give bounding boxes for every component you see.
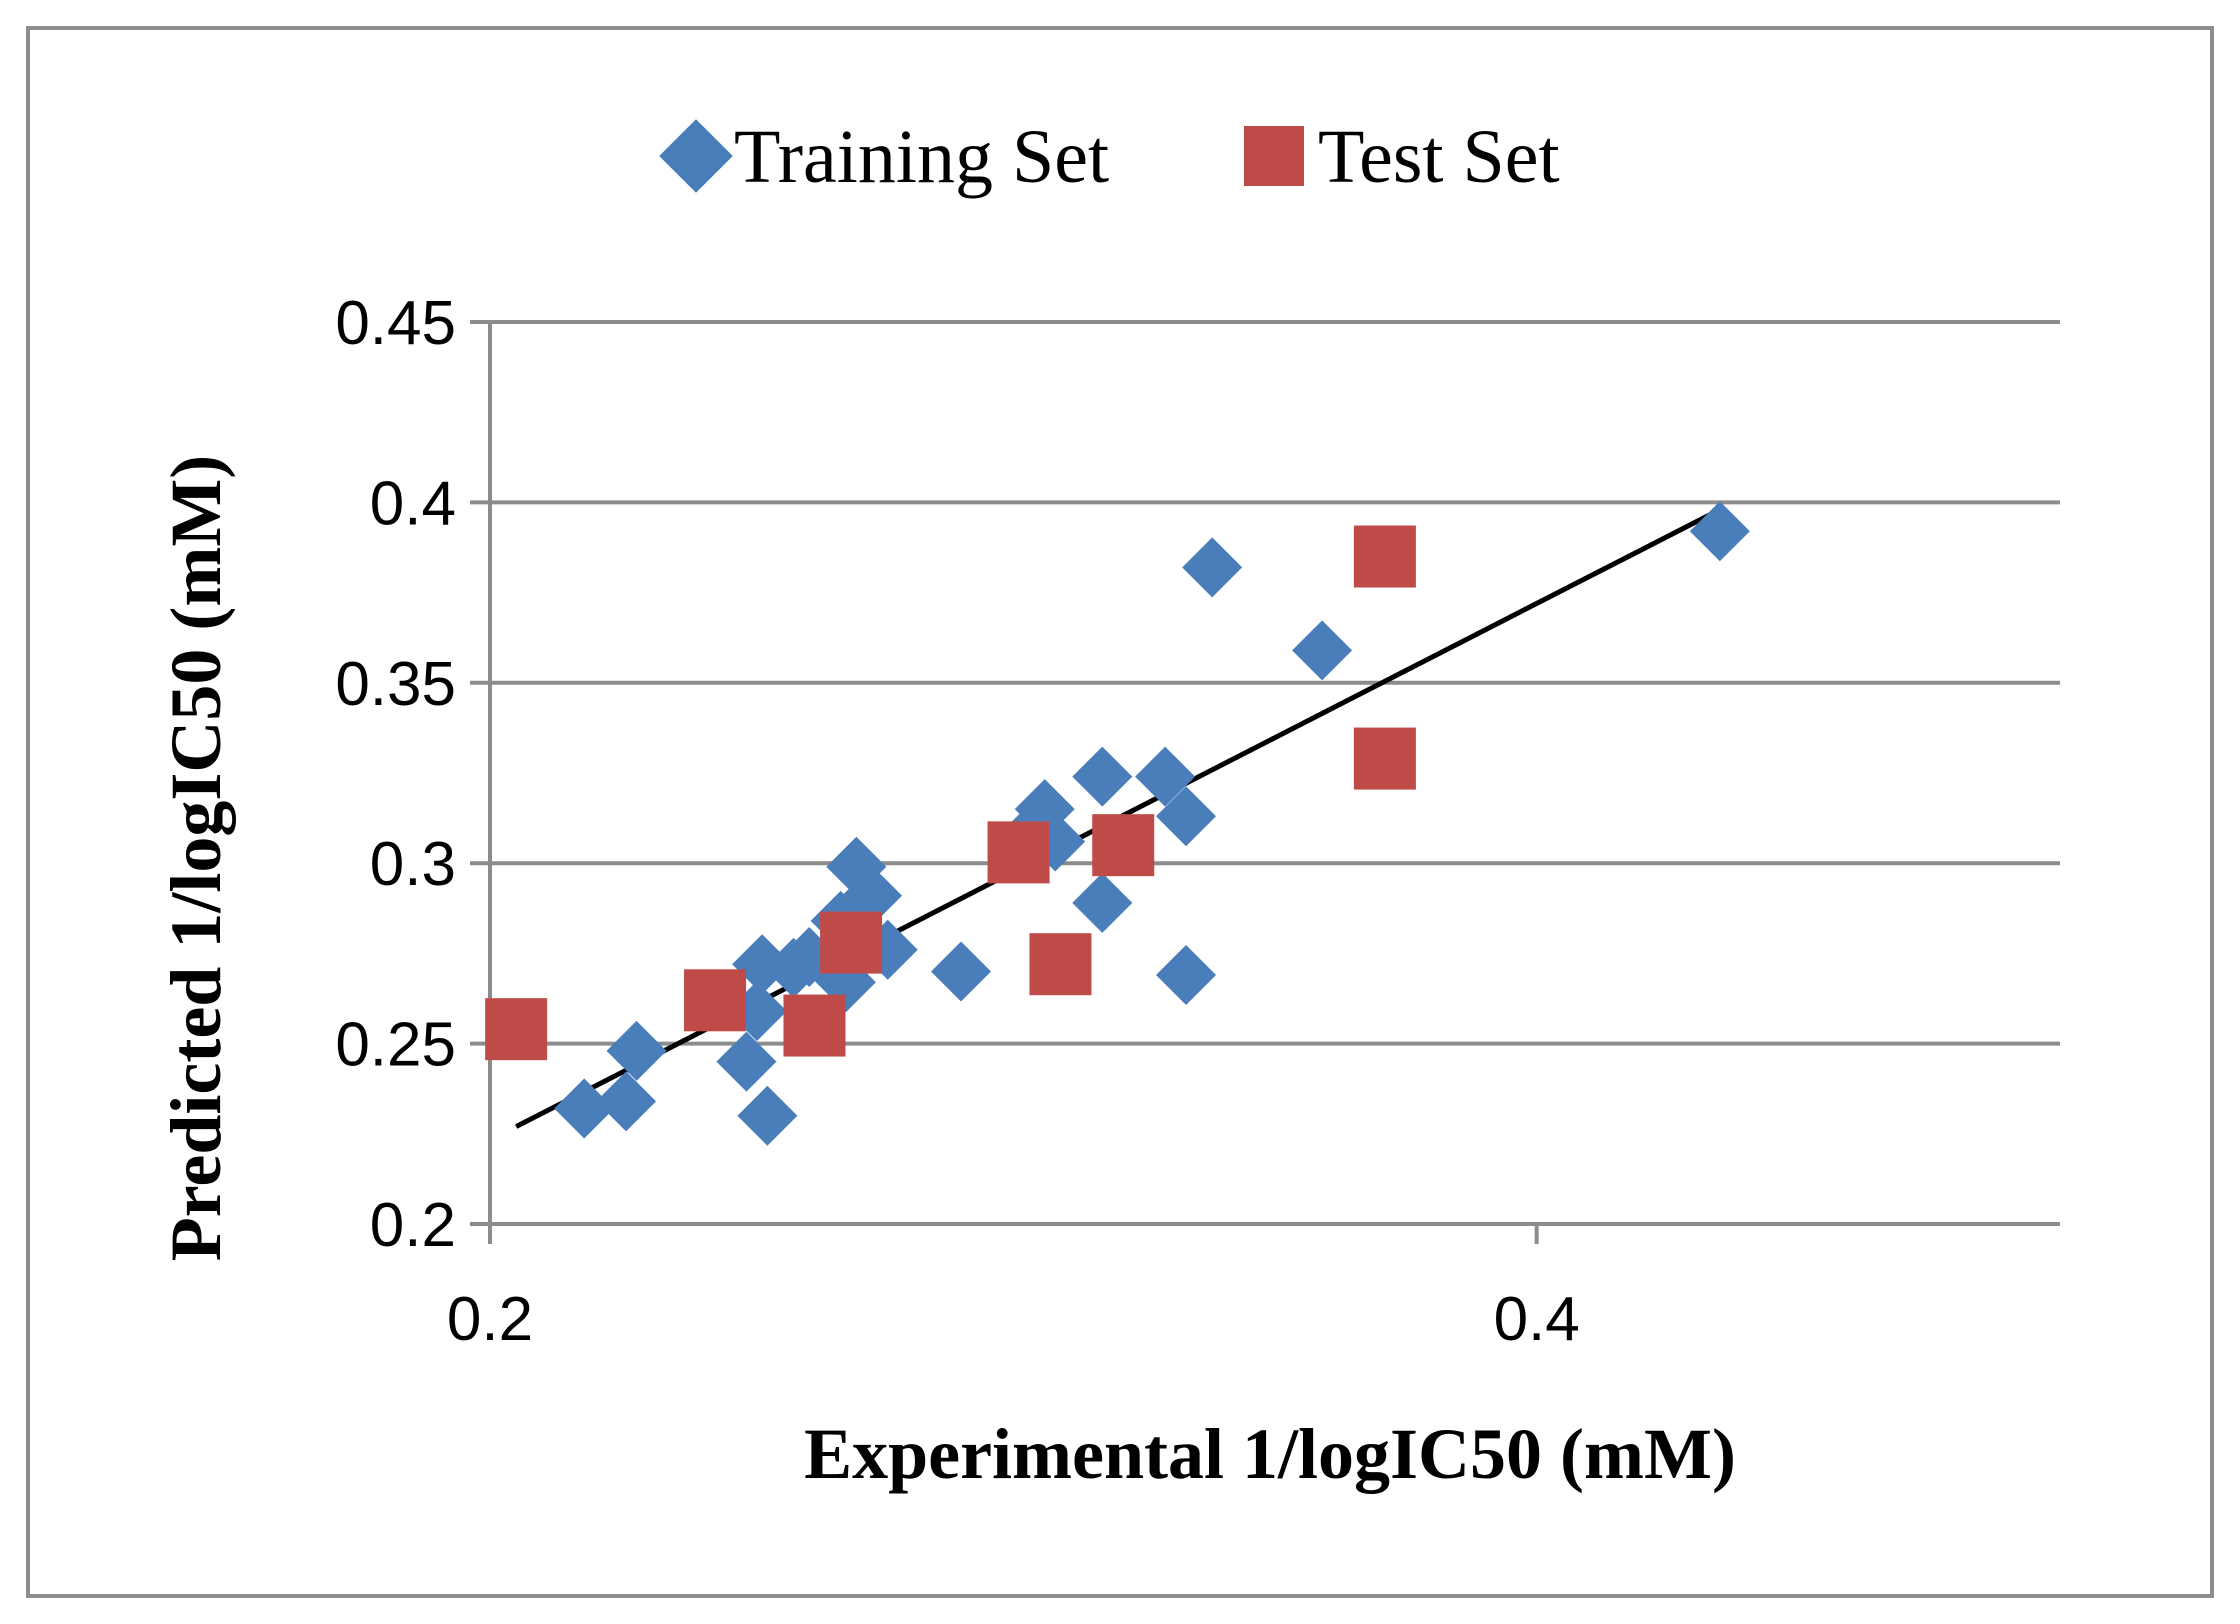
training-point [1292, 620, 1353, 681]
legend-training-marker [659, 119, 733, 193]
y-tick-label: 0.4 [370, 469, 456, 538]
data-points [485, 501, 1750, 1146]
training-point [596, 1071, 657, 1132]
test-point [1353, 525, 1416, 588]
training-point [554, 1078, 615, 1139]
training-point [1689, 501, 1750, 562]
legend-training-label: Training Set [734, 115, 1109, 199]
axes [488, 322, 1539, 1244]
test-point [1029, 933, 1092, 996]
x-axis-title: Experimental 1/logIC50 (mM) [804, 1414, 1736, 1494]
test-point [1353, 727, 1416, 790]
training-point [1135, 746, 1196, 807]
legend-test-label: Test Set [1318, 115, 1560, 199]
training-point [1072, 872, 1133, 933]
y-tick-label: 0.25 [335, 1011, 456, 1080]
x-tick-labels: 0.2 0.4 [447, 1285, 1580, 1354]
training-point [716, 1031, 777, 1092]
training-point [606, 1020, 667, 1081]
y-tick-labels: 0.2 0.25 0.3 0.35 0.4 0.45 [335, 289, 456, 1260]
test-point [684, 969, 747, 1032]
y-tick-label: 0.2 [370, 1191, 456, 1260]
test-point [783, 994, 846, 1057]
x-tick-label: 0.2 [447, 1285, 533, 1354]
training-point [737, 1085, 798, 1146]
training-point [931, 941, 991, 1002]
chart-frame [26, 26, 2214, 1598]
y-tick-label: 0.35 [335, 650, 456, 719]
legend-test-marker [1244, 126, 1304, 186]
legend: Training Set Test Set [659, 115, 1560, 199]
training-point [1156, 786, 1217, 847]
y-tick-label: 0.3 [370, 830, 456, 899]
training-point [1072, 746, 1133, 807]
test-point [1092, 814, 1155, 877]
training-point [842, 865, 903, 926]
test-point [820, 911, 883, 974]
test-point [987, 821, 1050, 884]
x-tick-label: 0.4 [1494, 1285, 1580, 1354]
y-tick-label: 0.45 [335, 289, 456, 358]
training-point [1156, 945, 1217, 1006]
training-point [1182, 537, 1243, 598]
y-axis-title: Predicted 1/logIC50 (mM) [156, 455, 236, 1261]
test-point [485, 998, 548, 1061]
